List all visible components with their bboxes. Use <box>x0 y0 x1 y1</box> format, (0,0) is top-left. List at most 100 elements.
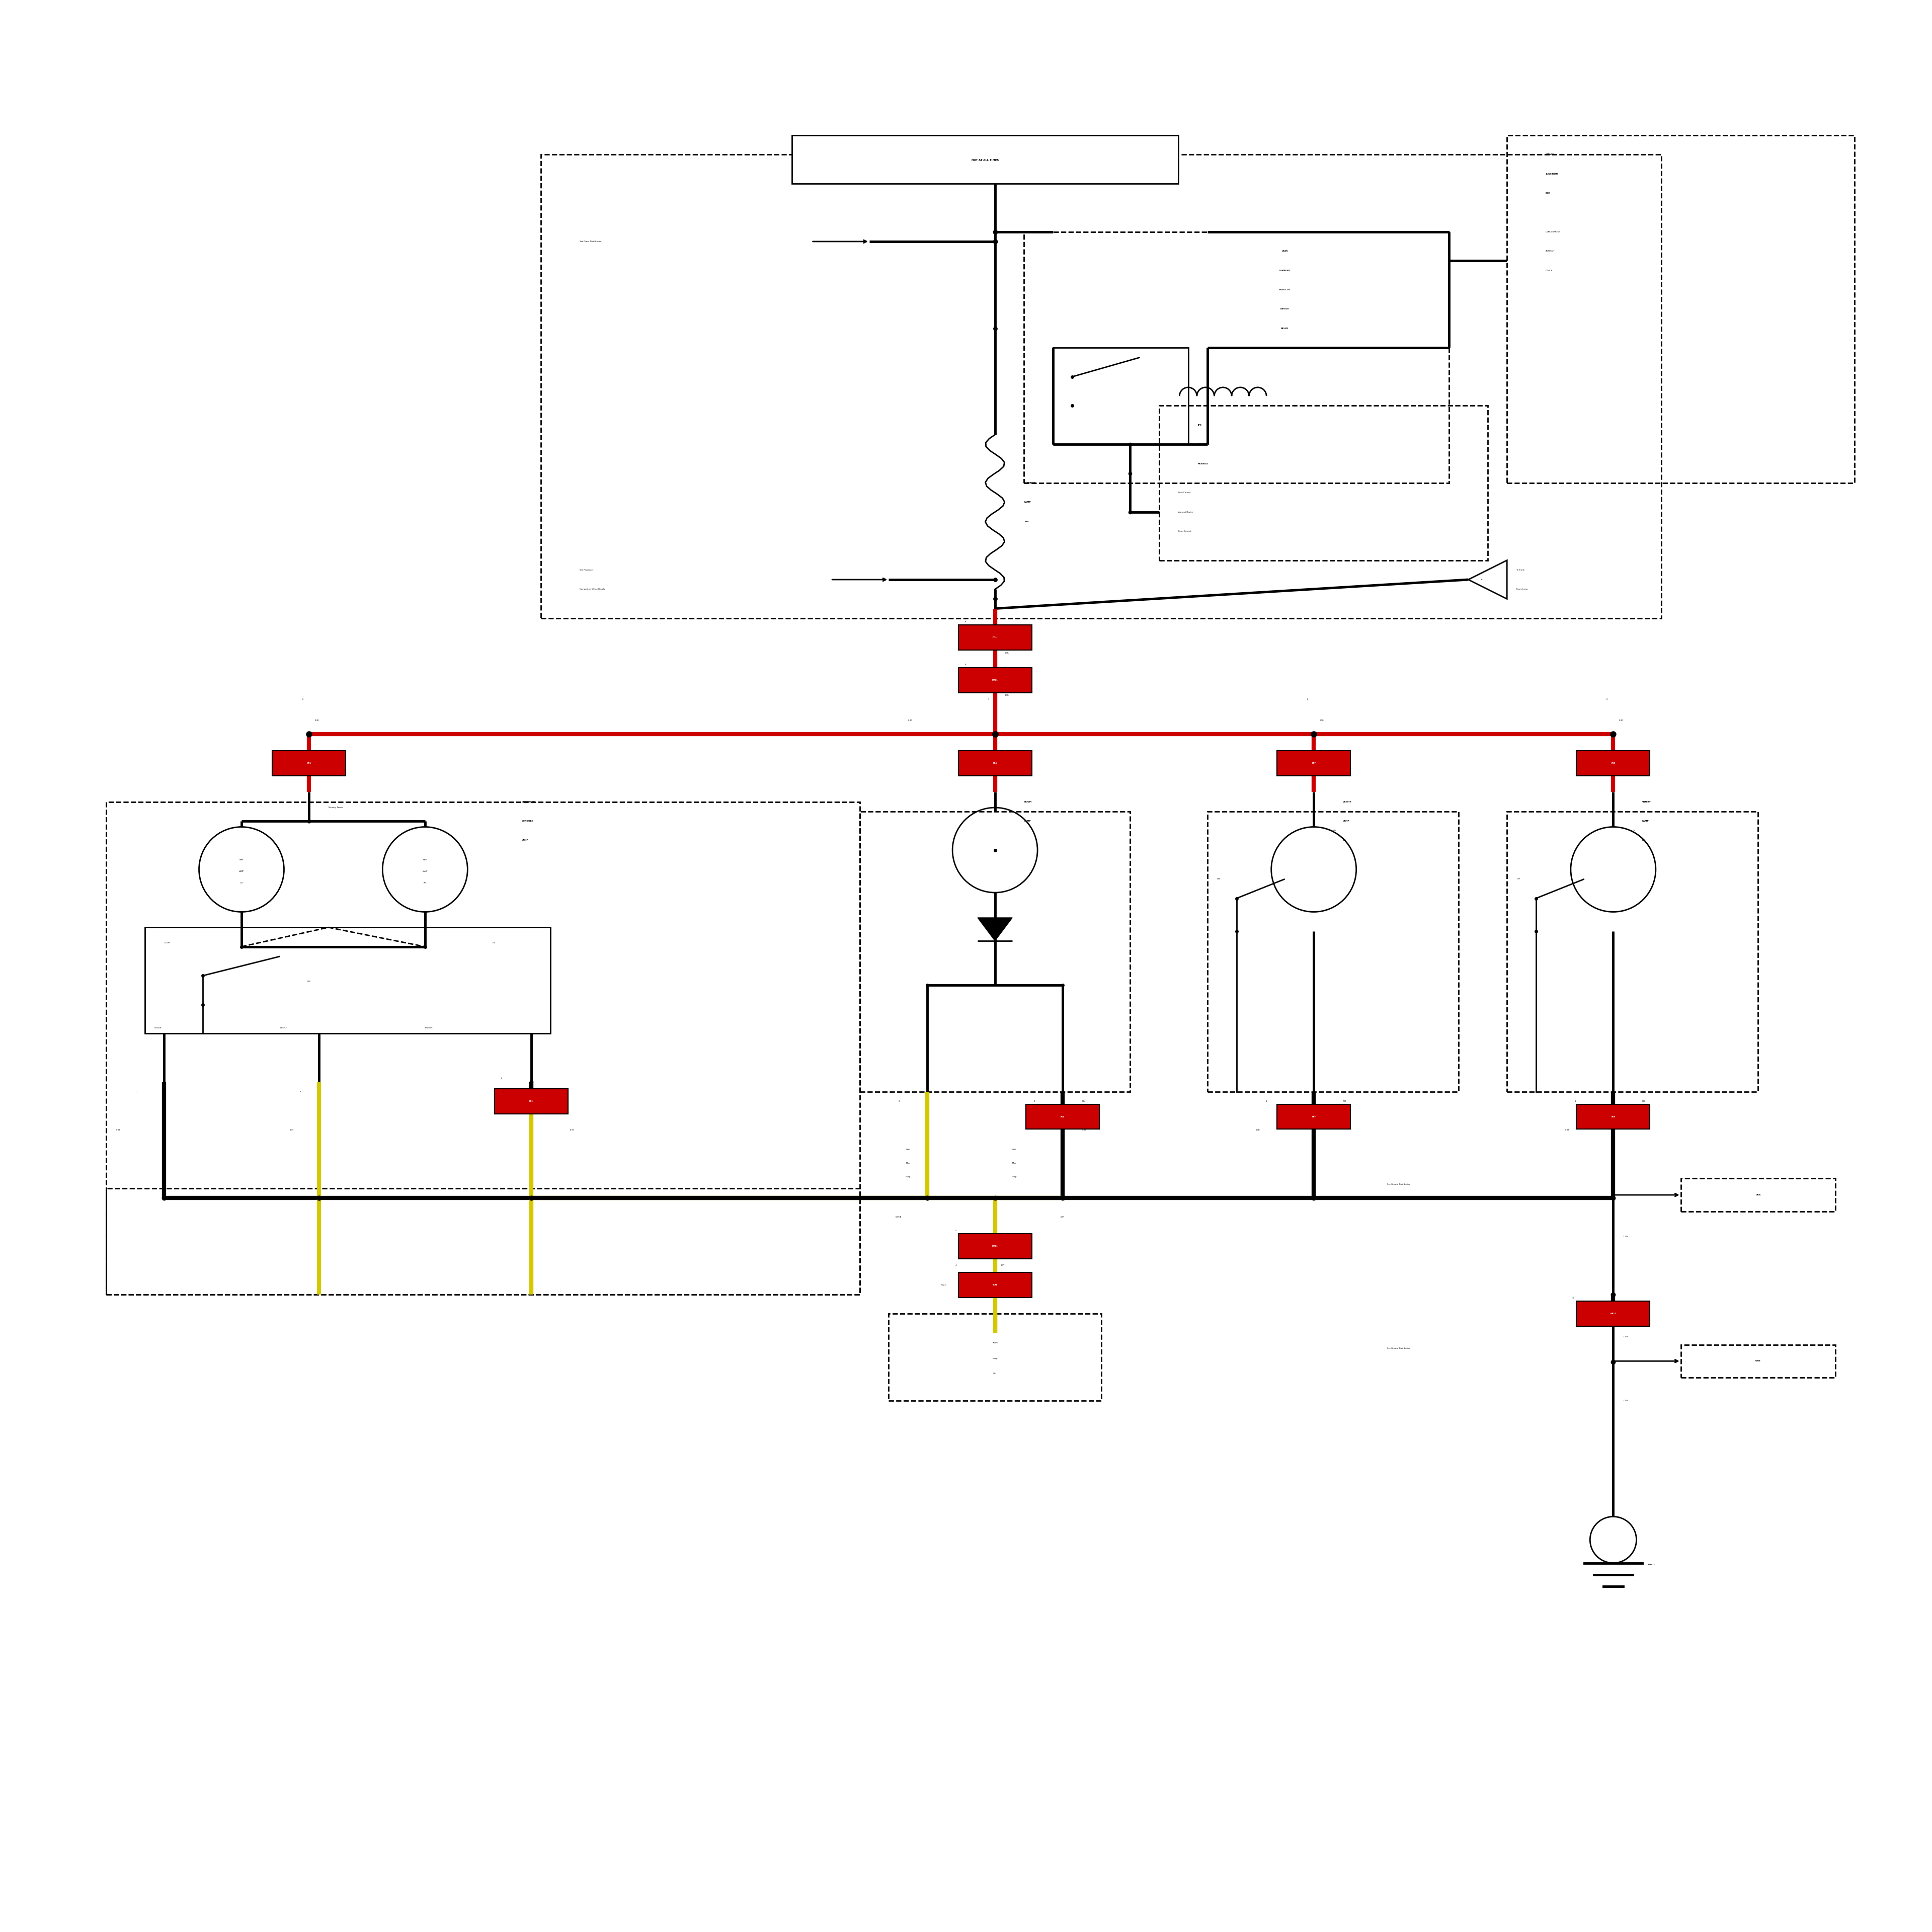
Text: 13: 13 <box>1573 1296 1575 1300</box>
Text: R04: R04 <box>1061 1115 1065 1119</box>
Text: LAMP: LAMP <box>1024 819 1032 823</box>
Text: Room: Room <box>993 1341 997 1345</box>
Text: UME: UME <box>1756 1360 1760 1362</box>
Text: R01: R01 <box>529 1099 533 1103</box>
Point <box>1057 361 1088 392</box>
Text: R08: R08 <box>1642 1099 1646 1103</box>
Point <box>149 1182 180 1213</box>
Text: 0.3B: 0.3B <box>1256 1128 1260 1132</box>
Text: LAMP: LAMP <box>240 869 243 873</box>
Text: R08: R08 <box>1611 761 1615 765</box>
Text: To Trunk: To Trunk <box>1517 568 1524 572</box>
Bar <box>860 811 1130 1092</box>
Text: See Ground Distribution: See Ground Distribution <box>1387 1347 1410 1350</box>
Text: SMART: SMART <box>1546 153 1553 156</box>
Text: LAMP: LAMP <box>1642 819 1650 823</box>
Bar <box>1277 752 1350 777</box>
Text: 1.25B: 1.25B <box>1623 1335 1629 1339</box>
Text: VANITY: VANITY <box>1343 800 1352 804</box>
Text: 1.25B: 1.25B <box>1623 1235 1629 1238</box>
Bar <box>1681 1179 1835 1211</box>
Text: IPS: IPS <box>1198 423 1202 427</box>
Polygon shape <box>978 918 1012 941</box>
Point <box>980 583 1010 614</box>
Point <box>980 313 1010 344</box>
Text: Room Lamp: Room Lamp <box>1517 587 1528 591</box>
Bar <box>792 135 1179 184</box>
Text: LEAK CURRENT: LEAK CURRENT <box>1546 230 1561 234</box>
Bar <box>1053 348 1188 444</box>
Text: Room(+): Room(+) <box>425 1026 433 1030</box>
Bar <box>1026 1105 1099 1128</box>
Text: VANITY: VANITY <box>1642 800 1652 804</box>
Text: 0.3R: 0.3R <box>315 719 319 723</box>
Text: LH: LH <box>240 881 243 885</box>
Text: 0.3Y: 0.3Y <box>1061 1215 1065 1219</box>
Text: MAP: MAP <box>423 858 427 862</box>
Bar <box>1507 811 1758 1092</box>
Text: GM01: GM01 <box>1648 1563 1656 1567</box>
Point <box>980 1182 1010 1213</box>
Text: LH: LH <box>1343 838 1347 842</box>
Text: R07: R07 <box>1312 761 1316 765</box>
Text: See Power Distribution: See Power Distribution <box>580 240 601 243</box>
Bar <box>1208 811 1459 1092</box>
Bar <box>958 668 1032 694</box>
Bar <box>1577 1105 1650 1128</box>
Text: LAMP: LAMP <box>1024 500 1032 504</box>
Point <box>1047 970 1078 1001</box>
Bar <box>106 802 860 1294</box>
Point <box>980 719 1010 750</box>
Text: Leak Current: Leak Current <box>1179 491 1190 495</box>
Text: W/O: W/O <box>1012 1148 1016 1151</box>
Text: CONTROL: CONTROL <box>1198 442 1209 446</box>
Point <box>1298 719 1329 750</box>
Point <box>226 931 257 962</box>
Point <box>980 216 1010 247</box>
Text: R04: R04 <box>1082 1099 1086 1103</box>
Polygon shape <box>1468 560 1507 599</box>
Text: BCM: BCM <box>993 1283 997 1287</box>
Point <box>980 719 1010 750</box>
Text: DEVICE: DEVICE <box>1281 307 1289 311</box>
Bar <box>958 1235 1032 1260</box>
Bar <box>1159 406 1488 560</box>
Text: M02-C: M02-C <box>941 1283 947 1287</box>
Point <box>912 970 943 1001</box>
Point <box>980 564 1010 595</box>
Text: Memory Power: Memory Power <box>328 806 342 810</box>
Text: CONSOLE: CONSOLE <box>522 819 533 823</box>
Point <box>912 1182 943 1213</box>
Text: OFF: OFF <box>1217 877 1221 881</box>
Text: DOOR: DOOR <box>164 941 170 945</box>
Point <box>1221 916 1252 947</box>
Text: MR11: MR11 <box>1609 1312 1617 1316</box>
Text: 0.3R: 0.3R <box>1619 719 1623 723</box>
Bar <box>541 155 1662 618</box>
Point <box>1115 497 1146 527</box>
Point <box>1115 429 1146 460</box>
Text: AUTOCUT: AUTOCUT <box>1546 249 1555 253</box>
Text: OFF: OFF <box>1517 877 1520 881</box>
Text: 0.3Y/B: 0.3Y/B <box>895 1215 902 1219</box>
Bar <box>1024 232 1449 483</box>
Text: 0.3R: 0.3R <box>1005 651 1009 655</box>
Text: R08: R08 <box>1611 1115 1615 1119</box>
Point <box>980 226 1010 257</box>
Bar <box>1577 752 1650 777</box>
Text: ROOM: ROOM <box>1024 800 1032 804</box>
Point <box>516 1182 547 1213</box>
Bar <box>495 1090 568 1113</box>
Text: Map: Map <box>906 1161 910 1165</box>
Text: 0.3B: 0.3B <box>1082 1128 1086 1132</box>
Point <box>294 719 325 750</box>
Text: R07: R07 <box>1343 1099 1347 1103</box>
Text: CURRENT: CURRENT <box>1279 269 1291 272</box>
Text: OVERHEAD: OVERHEAD <box>522 800 535 804</box>
Point <box>1598 1182 1629 1213</box>
Text: Relay Control: Relay Control <box>1179 529 1192 533</box>
Text: MR11: MR11 <box>991 1244 999 1248</box>
Bar <box>889 1314 1101 1401</box>
Point <box>1057 390 1088 421</box>
Text: Out: Out <box>993 1372 997 1376</box>
